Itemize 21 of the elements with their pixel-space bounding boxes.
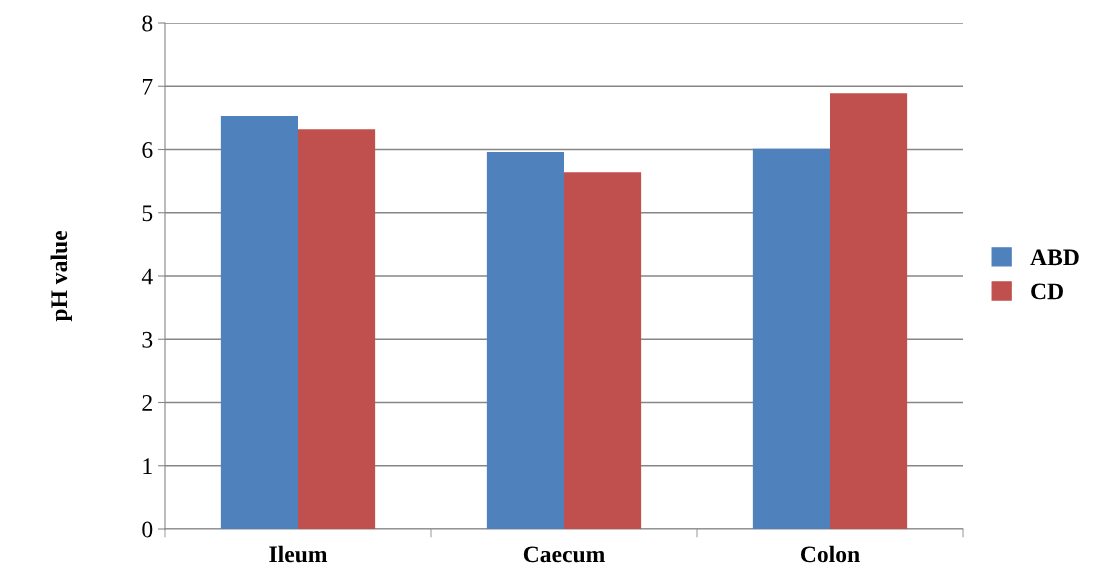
y-tick-label: 7 bbox=[142, 78, 153, 95]
y-tick-label: 6 bbox=[142, 142, 153, 158]
legend-label: ABD bbox=[1030, 249, 1079, 266]
bar bbox=[564, 172, 642, 529]
x-tick-label: Colon bbox=[800, 545, 860, 563]
y-tick-label: 8 bbox=[142, 15, 153, 32]
x-tick-label: Ileum bbox=[269, 545, 328, 563]
bar bbox=[830, 93, 908, 529]
legend-label: CD bbox=[1031, 283, 1063, 300]
y-tick-label: 3 bbox=[142, 331, 153, 348]
y-tick-label: 4 bbox=[141, 268, 153, 285]
y-tick-label: 5 bbox=[142, 205, 153, 222]
y-tick-label: 0 bbox=[142, 521, 153, 538]
y-axis-title: pH value bbox=[50, 231, 72, 322]
bar bbox=[486, 152, 564, 529]
y-tick-label: 1 bbox=[143, 458, 152, 474]
bar bbox=[220, 115, 298, 529]
x-tick-label: Caecum bbox=[523, 546, 605, 563]
y-tick-label: 2 bbox=[142, 395, 152, 411]
bar bbox=[752, 148, 830, 529]
bar bbox=[298, 129, 376, 529]
